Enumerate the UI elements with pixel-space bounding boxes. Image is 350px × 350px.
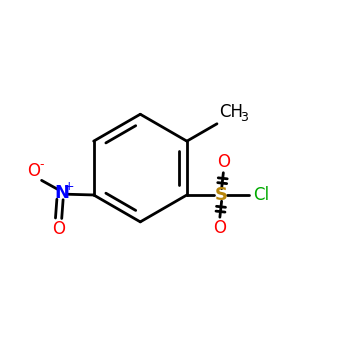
- Text: -: -: [39, 158, 44, 171]
- Text: CH: CH: [219, 103, 243, 121]
- Text: +: +: [64, 180, 74, 193]
- Text: O: O: [217, 153, 230, 172]
- Text: O: O: [27, 162, 40, 180]
- Text: O: O: [214, 219, 226, 237]
- Text: 3: 3: [240, 112, 248, 125]
- Text: Cl: Cl: [253, 186, 269, 204]
- Text: N: N: [54, 184, 69, 202]
- Text: O: O: [52, 220, 65, 238]
- Text: S: S: [215, 186, 228, 204]
